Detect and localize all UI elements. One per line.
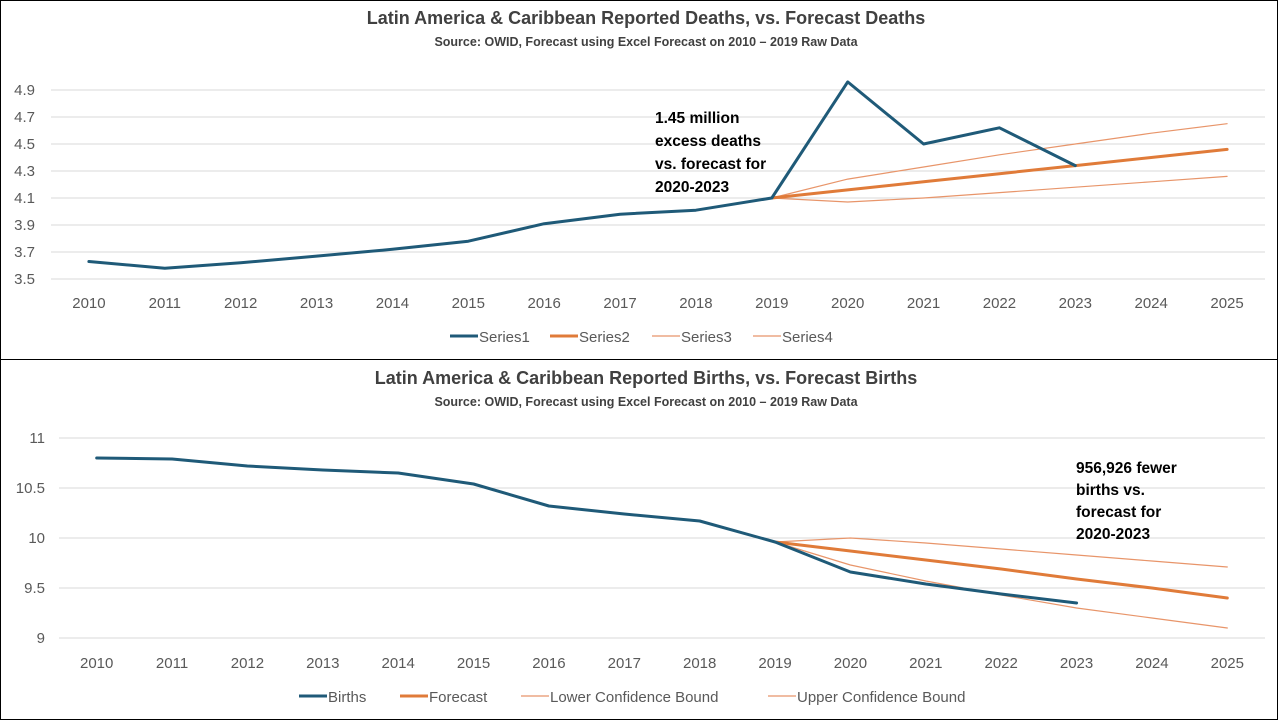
- deaths-chart-subtitle: Source: OWID, Forecast using Excel Forec…: [434, 35, 858, 49]
- x-tick-label: 2016: [528, 295, 561, 312]
- x-tick-label: 2019: [758, 655, 791, 672]
- x-tick-label: 2017: [608, 655, 641, 672]
- y-tick-label: 10: [28, 530, 45, 547]
- chart-annotation-line: 1.45 million: [655, 110, 739, 127]
- x-tick-label: 2016: [532, 655, 565, 672]
- series-line-series3: [771, 123, 1228, 199]
- x-tick-label: 2015: [452, 295, 485, 312]
- legend-label: Series1: [479, 329, 530, 346]
- x-tick-label: 2012: [231, 655, 264, 672]
- y-tick-label: 3.9: [14, 217, 35, 234]
- x-tick-label: 2014: [382, 655, 415, 672]
- chart-annotation-line: 956,926 fewer: [1076, 460, 1177, 477]
- legend-label: Series4: [782, 329, 833, 346]
- y-tick-label: 9: [37, 630, 45, 647]
- legend-label: Forecast: [429, 689, 488, 706]
- x-tick-label: 2020: [834, 655, 867, 672]
- x-tick-label: 2019: [755, 295, 788, 312]
- chart-annotation-line: excess deaths: [655, 133, 761, 150]
- series-line-forecast: [773, 540, 1229, 600]
- y-tick-label: 4.5: [14, 136, 35, 153]
- x-tick-label: 2013: [306, 655, 339, 672]
- y-tick-label: 11: [29, 430, 45, 447]
- births-chart-title: Latin America & Caribbean Reported Birth…: [375, 368, 917, 388]
- y-tick-label: 4.9: [14, 82, 35, 99]
- y-tick-label: 3.5: [14, 271, 35, 288]
- series-line-births: [95, 456, 1079, 605]
- chart-annotation-line: births vs.: [1076, 482, 1145, 499]
- x-tick-label: 2022: [983, 295, 1016, 312]
- y-tick-label: 9.5: [24, 580, 45, 597]
- x-tick-label: 2010: [72, 295, 105, 312]
- x-tick-label: 2011: [156, 655, 188, 672]
- x-tick-label: 2023: [1060, 655, 1093, 672]
- legend-label: Series3: [681, 329, 732, 346]
- x-tick-label: 2023: [1059, 295, 1092, 312]
- x-tick-label: 2020: [831, 295, 864, 312]
- y-tick-label: 4.3: [14, 163, 35, 180]
- x-tick-label: 2017: [603, 295, 636, 312]
- x-tick-label: 2021: [909, 655, 942, 672]
- x-tick-label: 2024: [1135, 295, 1168, 312]
- x-tick-label: 2025: [1211, 655, 1244, 672]
- x-tick-label: 2012: [224, 295, 257, 312]
- chart-annotation-line: forecast for: [1076, 504, 1161, 521]
- births-chart-panel: Latin America & Caribbean Reported Birth…: [0, 359, 1278, 720]
- legend-label: Births: [328, 689, 366, 706]
- legend-label: Lower Confidence Bound: [550, 689, 718, 706]
- legend-label: Series2: [579, 329, 630, 346]
- x-tick-label: 2014: [376, 295, 409, 312]
- x-tick-label: 2018: [679, 295, 712, 312]
- series-line-series4: [771, 175, 1228, 203]
- births-chart-subtitle: Source: OWID, Forecast using Excel Forec…: [434, 395, 858, 409]
- series-line-series2: [770, 147, 1229, 200]
- x-tick-label: 2021: [907, 295, 940, 312]
- legend-label: Upper Confidence Bound: [797, 689, 965, 706]
- y-tick-label: 10.5: [16, 480, 45, 497]
- x-tick-label: 2015: [457, 655, 490, 672]
- deaths-chart-panel: Latin America & Caribbean Reported Death…: [0, 0, 1278, 361]
- x-tick-label: 2024: [1135, 655, 1168, 672]
- series-line-upper-confidence-bound: [774, 537, 1228, 568]
- chart-annotation-line: vs. forecast for: [655, 156, 766, 173]
- series-line-series1: [87, 80, 1077, 270]
- chart-annotation-line: 2020-2023: [1076, 526, 1151, 543]
- series-line-lower-confidence-bound: [774, 541, 1228, 629]
- chart-annotation-line: 2020-2023: [655, 179, 730, 196]
- x-tick-label: 2022: [985, 655, 1018, 672]
- y-tick-label: 4.1: [14, 190, 35, 207]
- births-chart: Latin America & Caribbean Reported Birth…: [16, 368, 1265, 706]
- y-tick-label: 3.7: [14, 244, 35, 261]
- x-tick-label: 2011: [149, 295, 181, 312]
- deaths-chart-title: Latin America & Caribbean Reported Death…: [367, 8, 926, 28]
- deaths-chart: Latin America & Caribbean Reported Death…: [14, 8, 1265, 346]
- x-tick-label: 2018: [683, 655, 716, 672]
- x-tick-label: 2013: [300, 295, 333, 312]
- x-tick-label: 2025: [1210, 295, 1243, 312]
- y-tick-label: 4.7: [14, 109, 35, 126]
- x-tick-label: 2010: [80, 655, 113, 672]
